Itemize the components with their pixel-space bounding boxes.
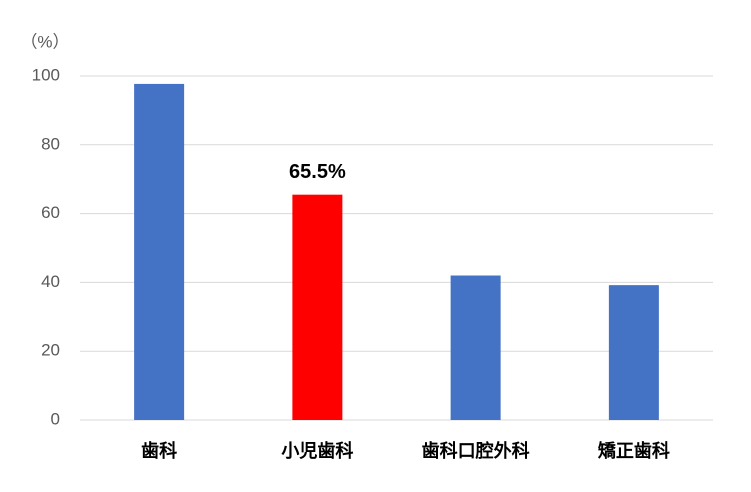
bar: [292, 194, 343, 420]
value-label: 65.5%: [289, 161, 346, 183]
y-tick-label: 20: [41, 341, 60, 360]
y-tick-label: 0: [51, 409, 60, 428]
y-tick-label: 80: [41, 134, 60, 153]
y-tick-label: 100: [32, 65, 60, 84]
bar: [134, 83, 185, 421]
x-tick-label: 矯正歯科: [598, 440, 670, 461]
x-tick-label: 小児歯科: [281, 440, 353, 461]
y-tick-label: 60: [41, 203, 60, 222]
y-unit-label: （%）: [20, 32, 69, 51]
x-tick-label: 歯科: [141, 440, 177, 461]
bar: [450, 275, 501, 420]
bar: [608, 285, 659, 420]
x-tick-label: 歯科口腔外科: [422, 440, 530, 461]
y-tick-label: 40: [41, 272, 60, 291]
